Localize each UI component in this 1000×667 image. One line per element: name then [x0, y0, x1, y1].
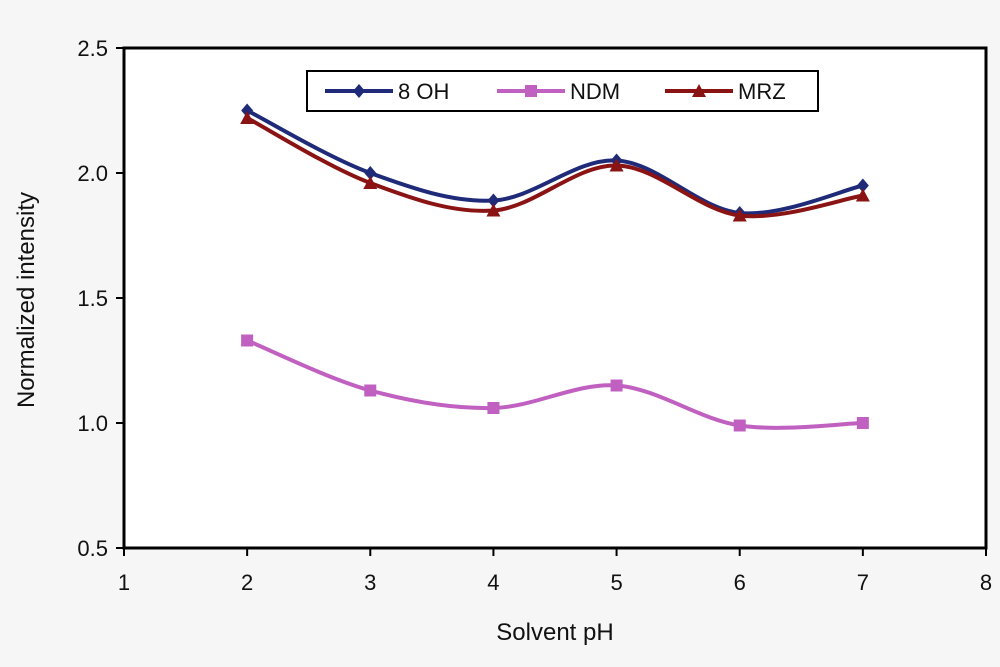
data-point-marker	[733, 419, 746, 432]
legend-label: 8 OH	[398, 79, 449, 104]
x-tick-label: 3	[364, 570, 376, 595]
data-point-marker	[855, 188, 870, 202]
x-tick-label: 1	[118, 570, 130, 595]
x-tick-label: 7	[857, 570, 869, 595]
x-tick-label: 4	[487, 570, 499, 595]
data-point-marker	[609, 158, 624, 172]
legend-label: NDM	[570, 79, 620, 104]
data-point-marker	[240, 111, 255, 124]
data-point-marker	[241, 334, 254, 347]
series-1	[241, 334, 869, 432]
data-point-marker	[486, 203, 501, 217]
y-tick-label: 2.5	[77, 36, 108, 61]
x-tick-label: 5	[610, 570, 622, 595]
legend-entry: MRZ	[665, 79, 786, 104]
data-point-marker	[610, 379, 623, 392]
x-tick-label: 6	[734, 570, 746, 595]
x-axis-title: Solvent pH	[496, 619, 613, 646]
data-point-marker	[732, 208, 747, 222]
data-point-marker	[363, 176, 378, 189]
axis-ticks: 1 2 3 4 5 6 7 8 0.5 1.0 1.5 2.0 2.5	[77, 36, 992, 595]
data-point-marker	[364, 384, 377, 397]
x-tick-label: 2	[241, 570, 253, 595]
x-tick-label: 8	[980, 570, 992, 595]
legend-marker	[353, 84, 365, 98]
y-tick-label: 2.0	[77, 161, 108, 186]
legend-marker	[525, 85, 537, 97]
data-point-marker	[487, 402, 500, 414]
legend-entry: 8 OH	[325, 79, 449, 104]
legend-entry: NDM	[497, 79, 620, 104]
data-point-marker	[241, 103, 254, 118]
legend-marker	[692, 84, 706, 97]
y-axis-title: Normalized intensity	[13, 192, 40, 408]
legend: 8 OH NDM MRZ	[306, 70, 819, 112]
legend-label: MRZ	[738, 79, 786, 104]
series-2	[240, 111, 870, 222]
y-tick-label: 1.0	[77, 411, 108, 436]
y-tick-label: 1.5	[77, 286, 108, 311]
y-tick-label: 0.5	[77, 536, 108, 561]
series-line	[246, 116, 864, 219]
series-line	[246, 108, 864, 216]
series-group	[240, 103, 870, 432]
data-point-marker	[487, 193, 500, 208]
series-0	[241, 103, 869, 220]
data-point-marker	[364, 166, 377, 180]
series-line	[246, 338, 863, 430]
data-point-marker	[856, 417, 869, 429]
data-point-marker	[856, 178, 869, 193]
